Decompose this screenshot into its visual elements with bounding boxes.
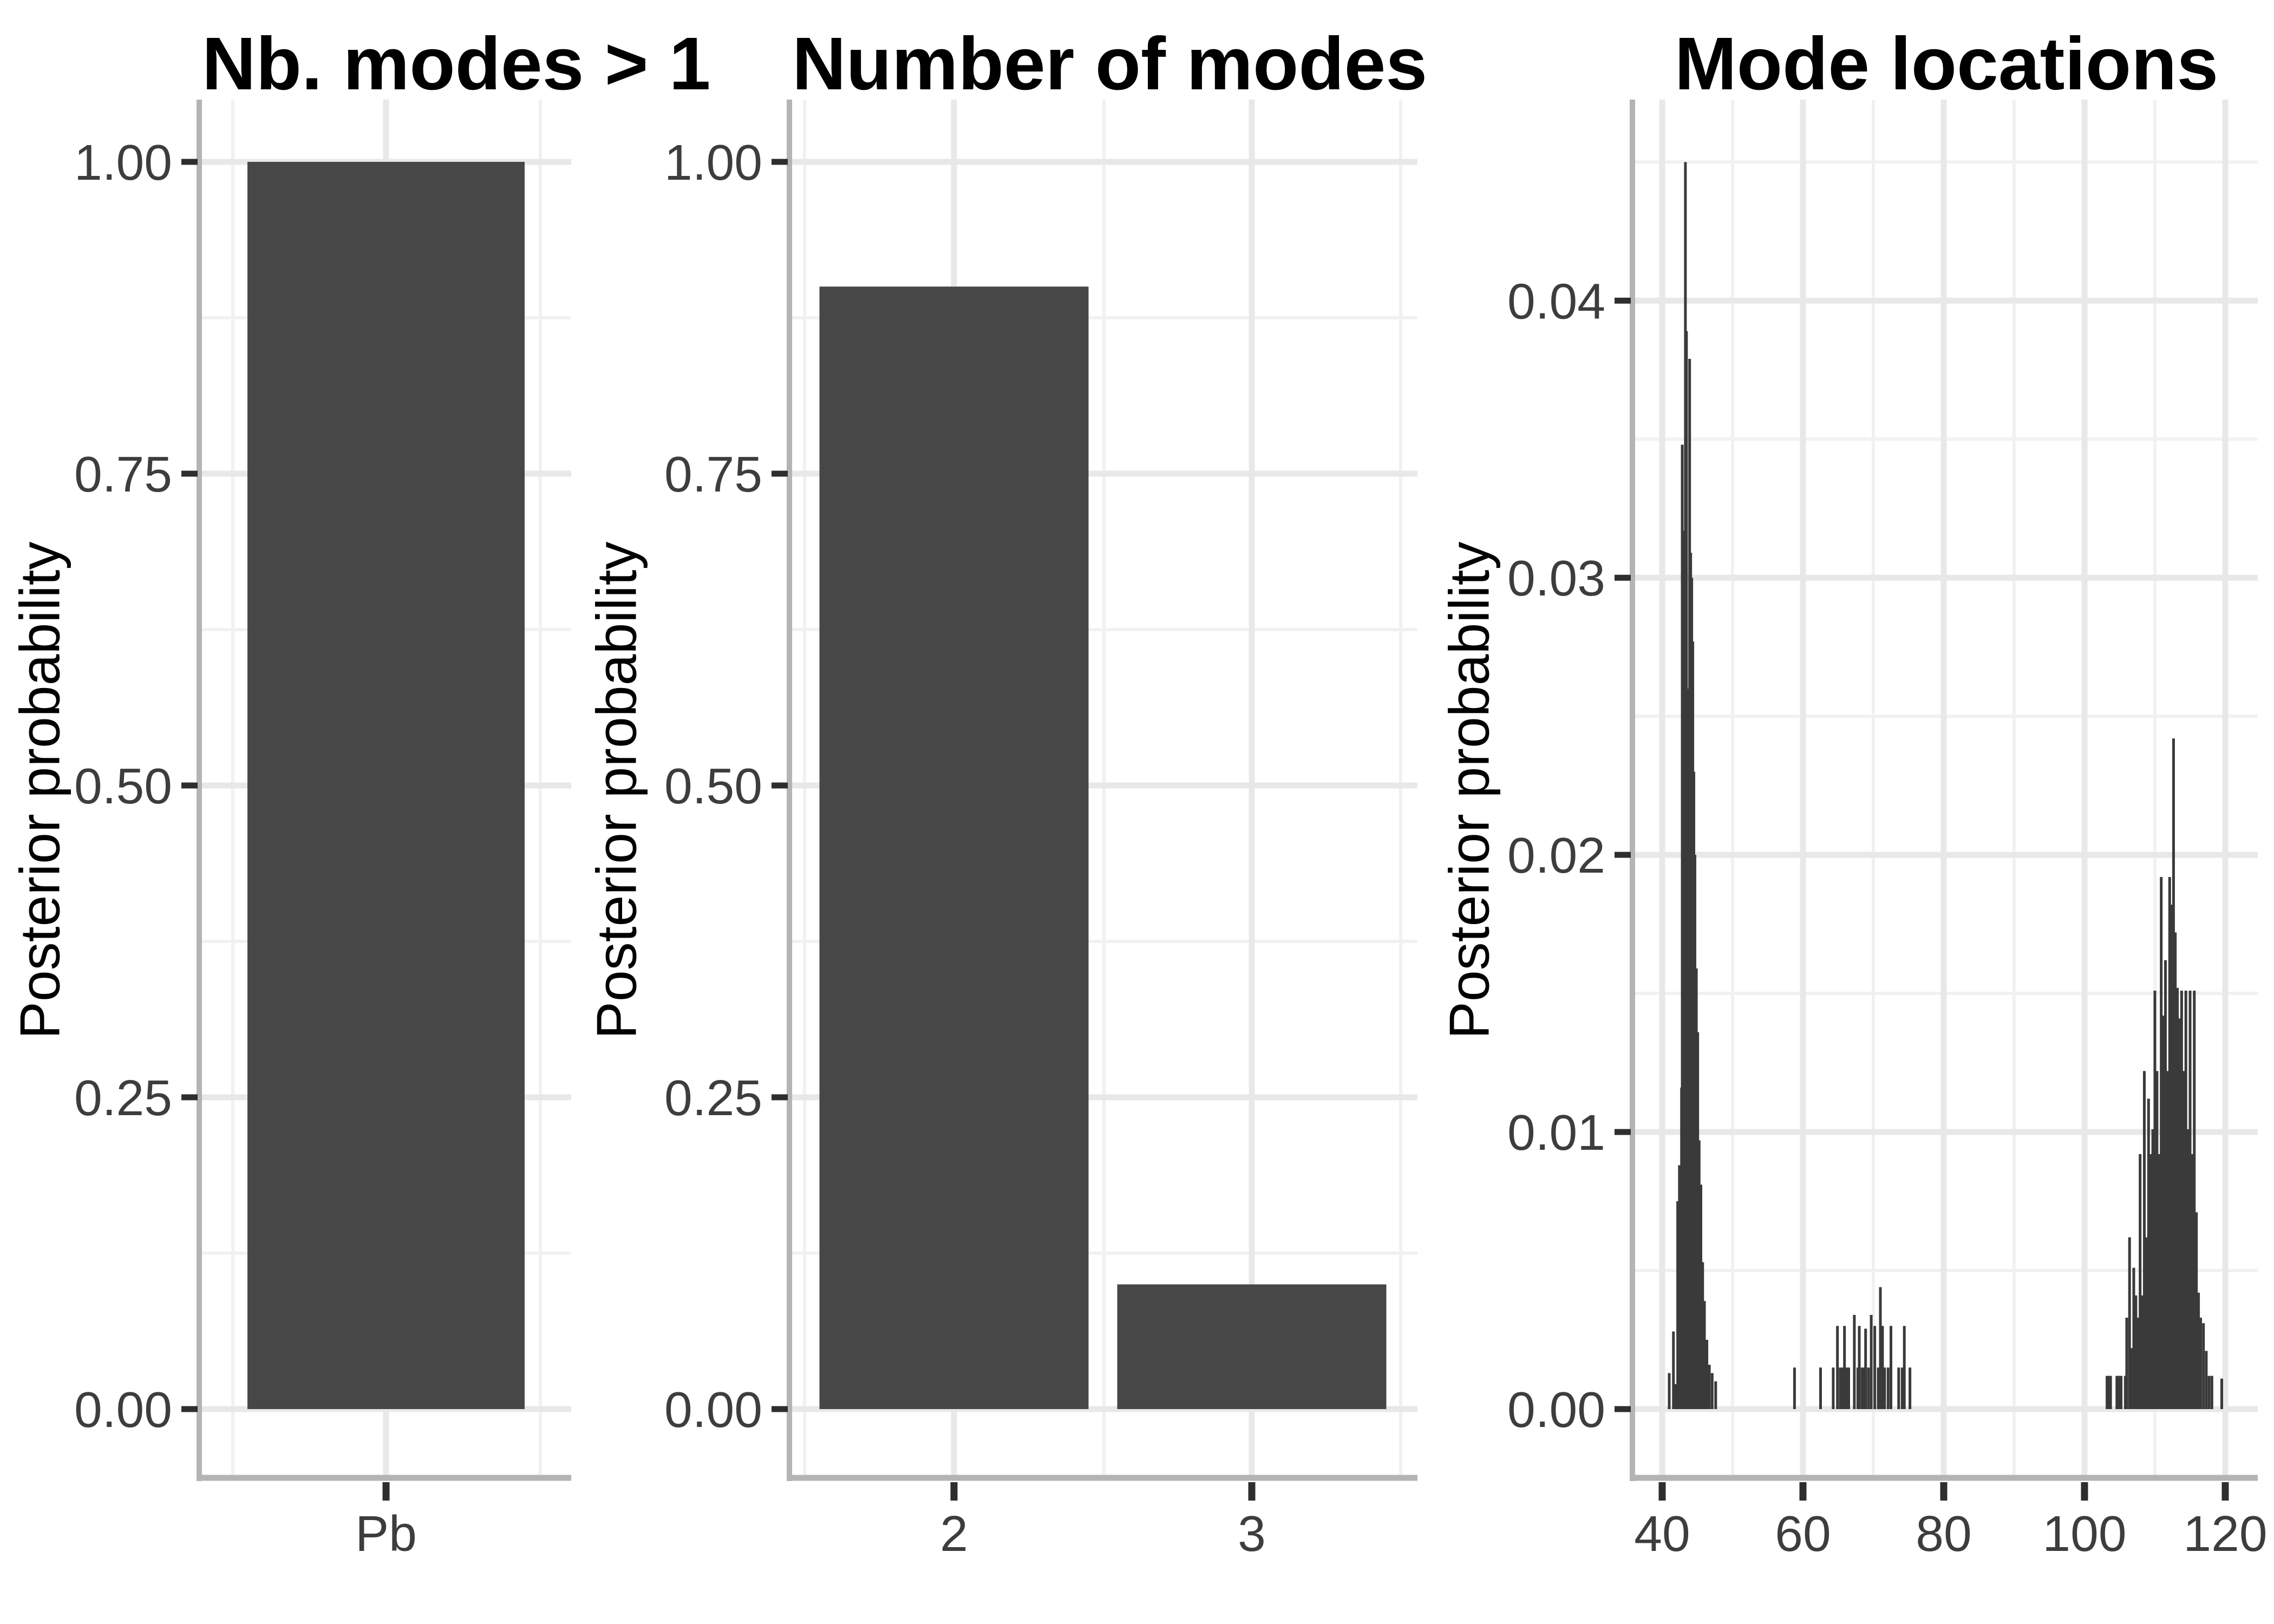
y-tick-label: 0.00 (1507, 1381, 1605, 1438)
chart-title-nb-modes: Nb. modes > 1 (202, 22, 711, 106)
y-tick-label: 1.00 (664, 134, 762, 191)
y-tick-label: 0.01 (1507, 1104, 1605, 1161)
x-tick-label: 3 (1238, 1505, 1266, 1562)
bar-2 (819, 286, 1089, 1410)
x-tick-label: 2 (940, 1505, 968, 1562)
y-tick-label: 0.00 (74, 1381, 172, 1438)
y-axis-title-2: Posterior probability (585, 541, 649, 1039)
x-tick-label: 100 (2042, 1505, 2126, 1562)
x-tick-label: 120 (2183, 1505, 2267, 1562)
y-tick-label: 0.75 (664, 446, 762, 502)
y-tick-label: 0.25 (74, 1070, 172, 1126)
y-tick-label: 0.04 (1507, 273, 1605, 329)
y-tick-label: 0.50 (664, 758, 762, 814)
chart-title-number-of-modes: Number of modes (792, 22, 1428, 106)
y-tick-label: 1.00 (74, 134, 172, 191)
chart-title-mode-locations: Mode locations (1674, 22, 2219, 106)
bar-3 (1117, 1284, 1387, 1409)
y-tick-label: 0.25 (664, 1070, 762, 1126)
y-tick-label: 0.02 (1507, 827, 1605, 883)
x-tick-label: Pb (355, 1505, 417, 1562)
y-tick-label: 0.50 (74, 758, 172, 814)
x-tick-label: 80 (1916, 1505, 1971, 1562)
x-tick-label: 40 (1634, 1505, 1690, 1562)
y-axis-title-3: Posterior probability (1438, 541, 1501, 1039)
y-axis-title-1: Posterior probability (9, 541, 72, 1039)
y-tick-label: 0.00 (664, 1381, 762, 1438)
bar-Pb (247, 162, 525, 1409)
x-tick-label: 60 (1775, 1505, 1831, 1562)
y-tick-label: 0.03 (1507, 550, 1605, 606)
y-tick-label: 0.75 (74, 446, 172, 502)
